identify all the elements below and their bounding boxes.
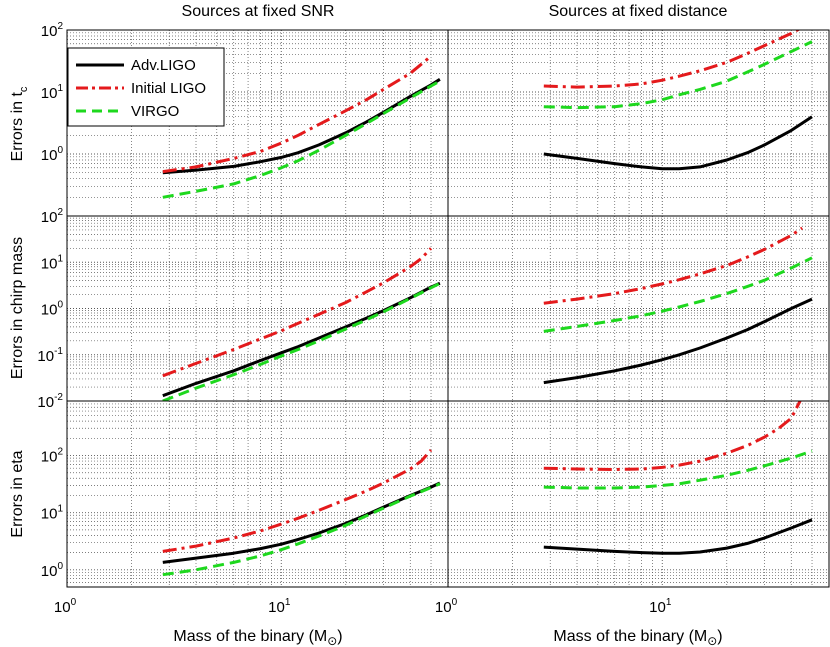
panel-2-background xyxy=(448,30,829,216)
ytick-label: 102 xyxy=(41,21,64,40)
ytick-label: 101 xyxy=(41,253,64,272)
legend-label-initial-ligo: Initial LIGO xyxy=(131,80,206,97)
ylabel-row-2: Errors in chirp mass xyxy=(9,237,26,379)
series-adv-ligo-panel-6 xyxy=(543,518,813,555)
series-virgo-panel-1 xyxy=(162,79,441,199)
tick-labels: 102 101 100 102 101 100 10-1 10-2 102 101 100 100 10… xyxy=(37,21,671,616)
series-initial-ligo-panel-3 xyxy=(162,247,433,378)
legend: Adv.LIGO Initial LIGO VIRGO xyxy=(67,47,225,127)
xtick-label: 101 xyxy=(649,597,672,616)
xtick-label: 100 xyxy=(54,597,77,616)
series-initial-ligo-panel-4 xyxy=(543,226,804,305)
ylabel-row-3: Errors in eta xyxy=(9,450,26,537)
ytick-label: 101 xyxy=(41,504,64,523)
series-adv-ligo-panel-2 xyxy=(543,115,813,171)
xlabel-left: Mass of the binary (M⊙) xyxy=(173,628,342,647)
panel-frames xyxy=(66,29,830,588)
series-virgo-panel-5 xyxy=(162,482,441,577)
ytick-label: 100 xyxy=(41,145,64,164)
series-lines xyxy=(162,30,813,577)
series-virgo-panel-3 xyxy=(162,281,441,401)
ytick-label: 102 xyxy=(41,207,64,226)
legend-label-adv-ligo: Adv.LIGO xyxy=(131,57,196,74)
series-adv-ligo-panel-3 xyxy=(162,281,441,398)
series-virgo-panel-6 xyxy=(543,449,813,490)
panel-6-frame xyxy=(447,400,830,588)
series-initial-ligo-panel-5 xyxy=(162,449,433,553)
ytick-label: 10-1 xyxy=(37,346,63,365)
xlabel-right: Mass of the binary (M⊙) xyxy=(553,628,722,647)
xtick-label: 101 xyxy=(268,597,291,616)
series-initial-ligo-panel-2 xyxy=(543,30,801,89)
series-initial-ligo-panel-1 xyxy=(162,54,432,174)
column-title-left: Sources at fixed SNR xyxy=(182,3,335,20)
ytick-label: 10-2 xyxy=(37,392,63,411)
xtick-label: 100 xyxy=(435,597,458,616)
column-title-right: Sources at fixed distance xyxy=(549,3,728,20)
panel-5-background xyxy=(67,401,448,587)
series-initial-ligo-panel-6 xyxy=(543,401,802,471)
ylabel-row-1: Errors in tc xyxy=(9,86,30,161)
series-adv-ligo-panel-1 xyxy=(162,78,441,175)
ytick-label: 100 xyxy=(41,300,64,319)
ytick-label: 102 xyxy=(41,447,64,466)
legend-label-virgo: VIRGO xyxy=(131,103,179,120)
panel-6-background xyxy=(448,401,829,587)
ytick-label: 100 xyxy=(41,561,64,580)
ytick-label: 101 xyxy=(41,83,64,102)
panel-backgrounds xyxy=(67,30,829,587)
series-adv-ligo-panel-4 xyxy=(543,297,813,385)
